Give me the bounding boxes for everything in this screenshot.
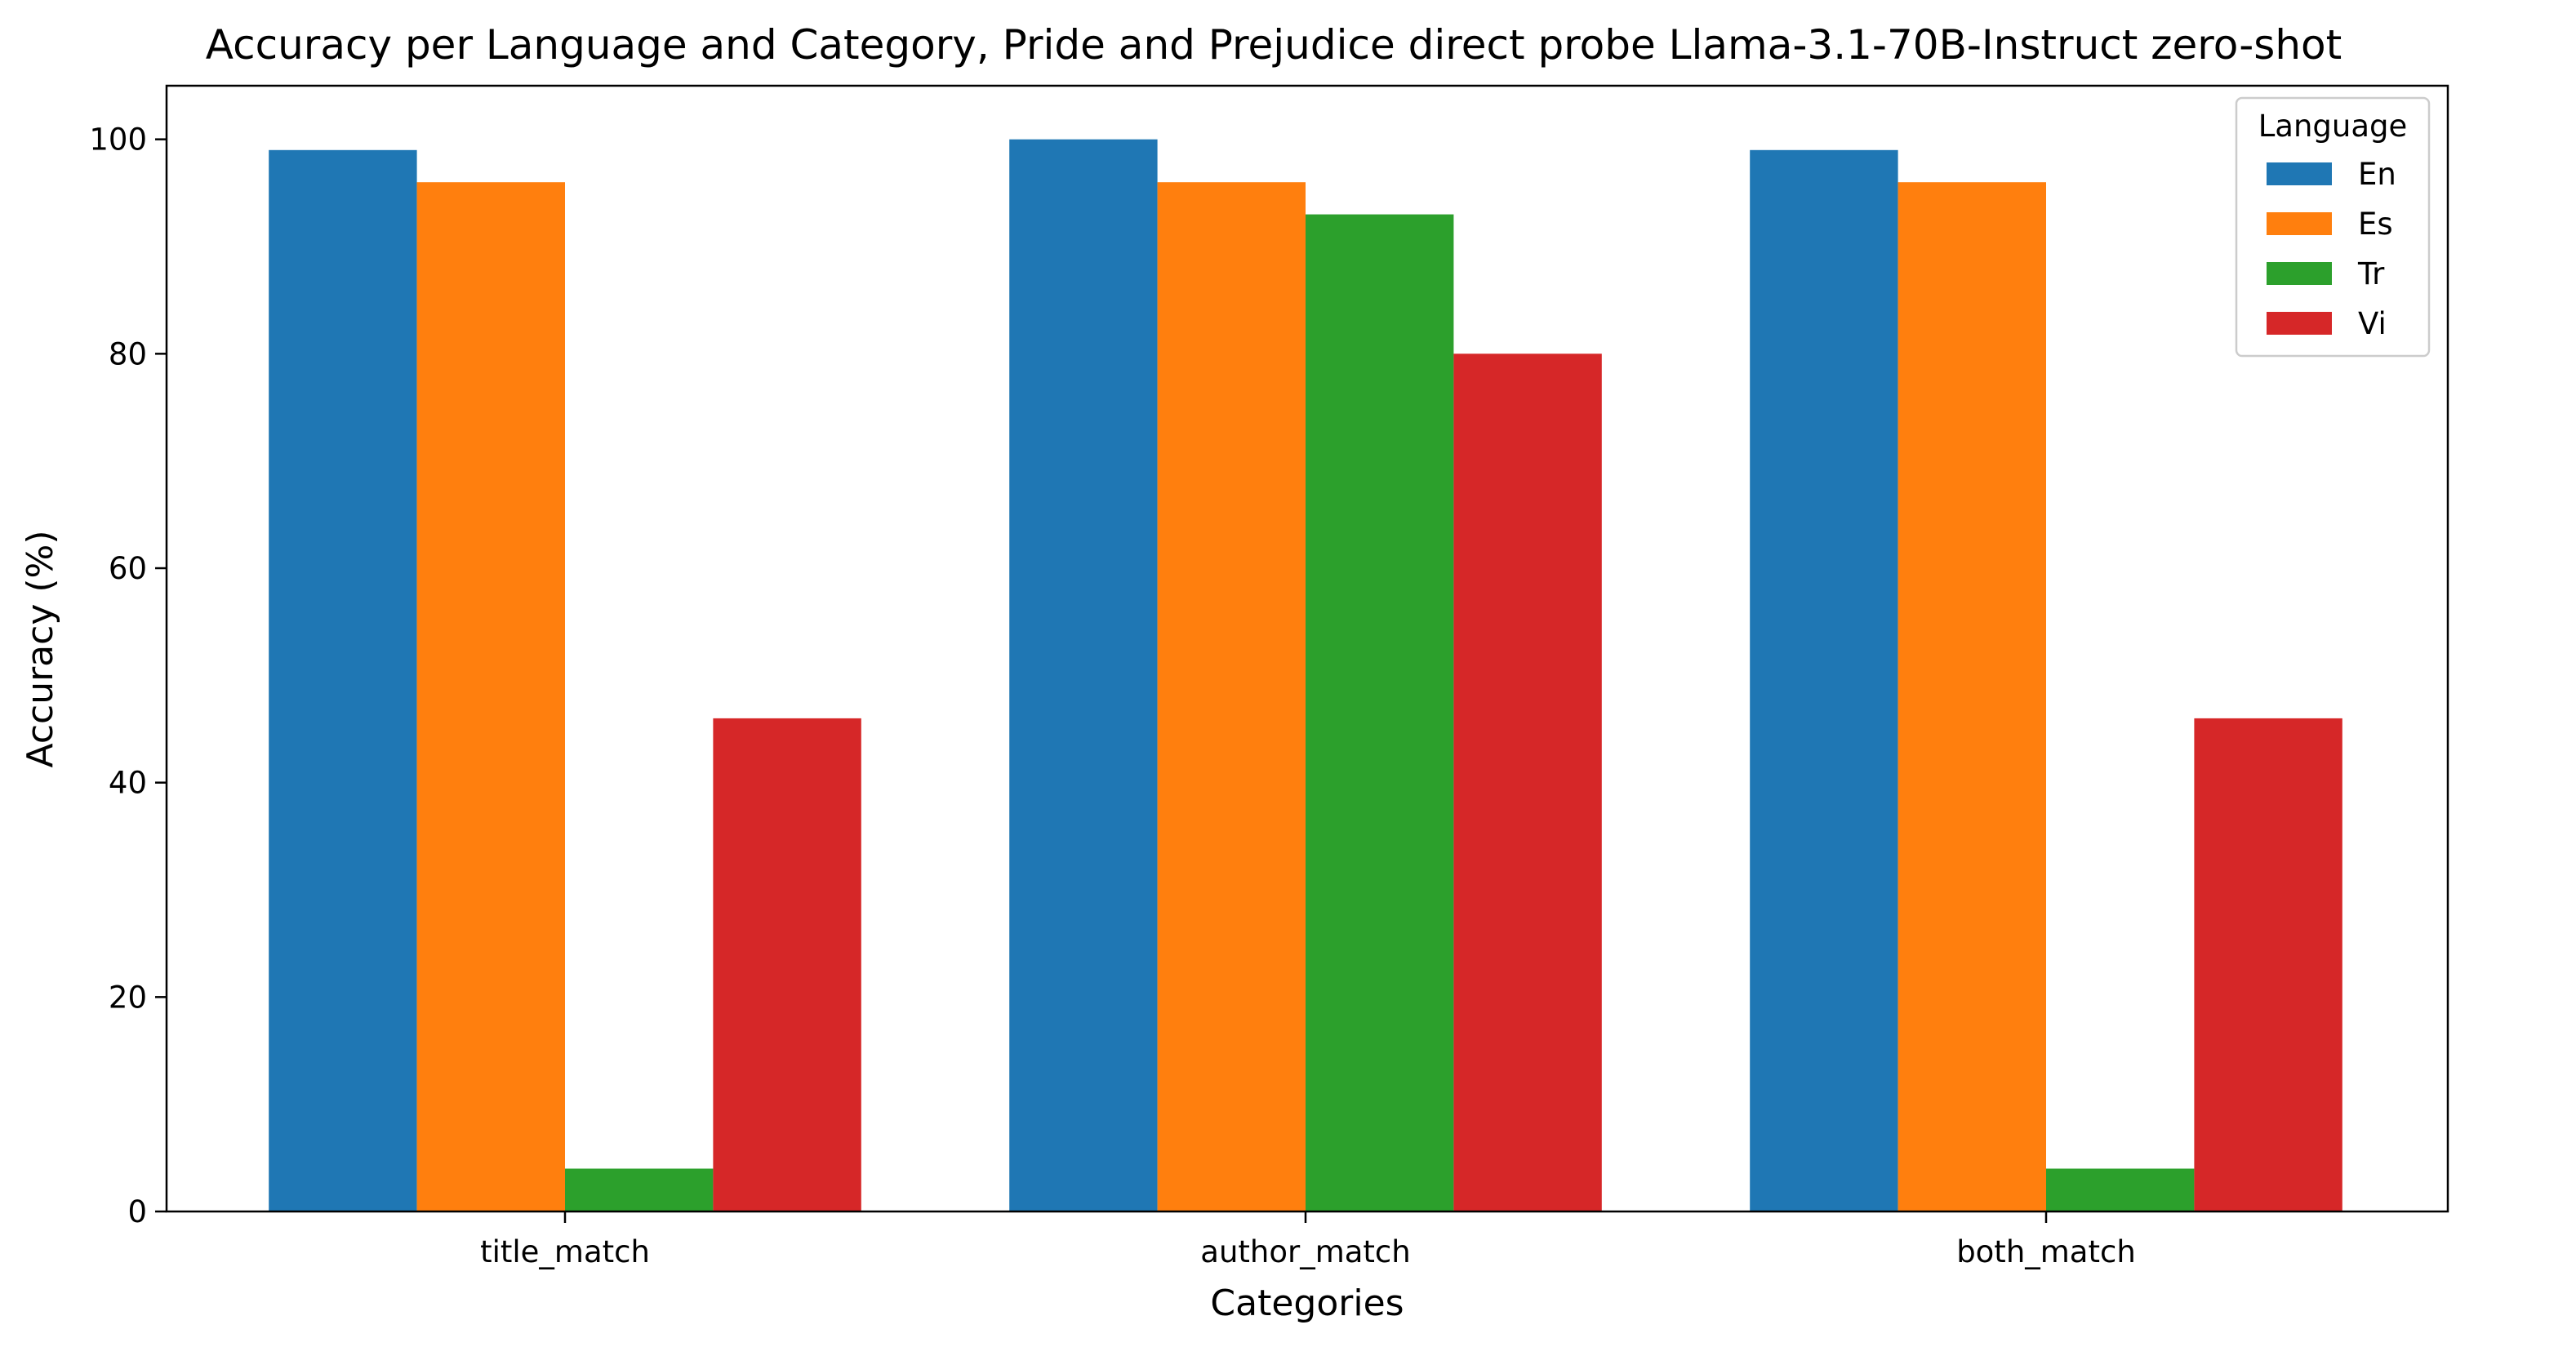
y-axis-label: Accuracy (%) [20,530,61,767]
legend-swatch-en [2267,162,2332,185]
legend-items: En Es Tr Vi [2267,157,2396,341]
legend-label-vi: Vi [2358,306,2387,341]
x-tick-label: both_match [1956,1234,2136,1269]
plot-frame [165,84,2449,1213]
y-tick-label: 60 [109,551,147,586]
legend: Language En Es Tr Vi [2235,96,2431,358]
bar-tr-title-match [565,1168,714,1211]
y-tick-label: 40 [109,766,147,801]
bars-group [269,139,2342,1212]
legend-label-es: Es [2358,207,2393,242]
legend-label-en: En [2358,157,2396,192]
legend-label-tr: Tr [2357,256,2385,291]
y-tick-label: 0 [127,1194,147,1229]
bar-vi-both-match [2194,718,2342,1211]
bar-tr-both-match [2046,1168,2195,1211]
bar-en-title-match [269,149,417,1211]
legend-swatch-vi [2267,312,2332,335]
bar-tr-author-match [1306,214,1454,1212]
bar-vi-title-match [713,718,861,1211]
legend-swatch-tr [2267,262,2332,285]
bar-vi-author-match [1453,353,1602,1211]
legend-title: Language [2258,109,2408,144]
y-tick-label: 20 [109,980,147,1015]
x-tick-label: author_match [1200,1234,1410,1269]
bar-en-author-match [1009,139,1158,1212]
chart-title: Accuracy per Language and Category, Prid… [206,21,2342,69]
bar-es-both-match [1898,182,2046,1212]
x-axis: title_match author_match both_match [480,1211,2136,1269]
y-tick-label: 100 [89,122,147,158]
x-axis-label: Categories [1210,1283,1404,1324]
bar-es-title-match [416,182,565,1212]
bar-es-author-match [1157,182,1306,1212]
y-axis: 0 20 40 60 80 100 [89,122,167,1229]
x-tick-label: title_match [480,1234,650,1269]
legend-swatch-es [2267,212,2332,235]
y-tick-label: 80 [109,336,147,371]
bar-en-both-match [1750,149,1898,1211]
